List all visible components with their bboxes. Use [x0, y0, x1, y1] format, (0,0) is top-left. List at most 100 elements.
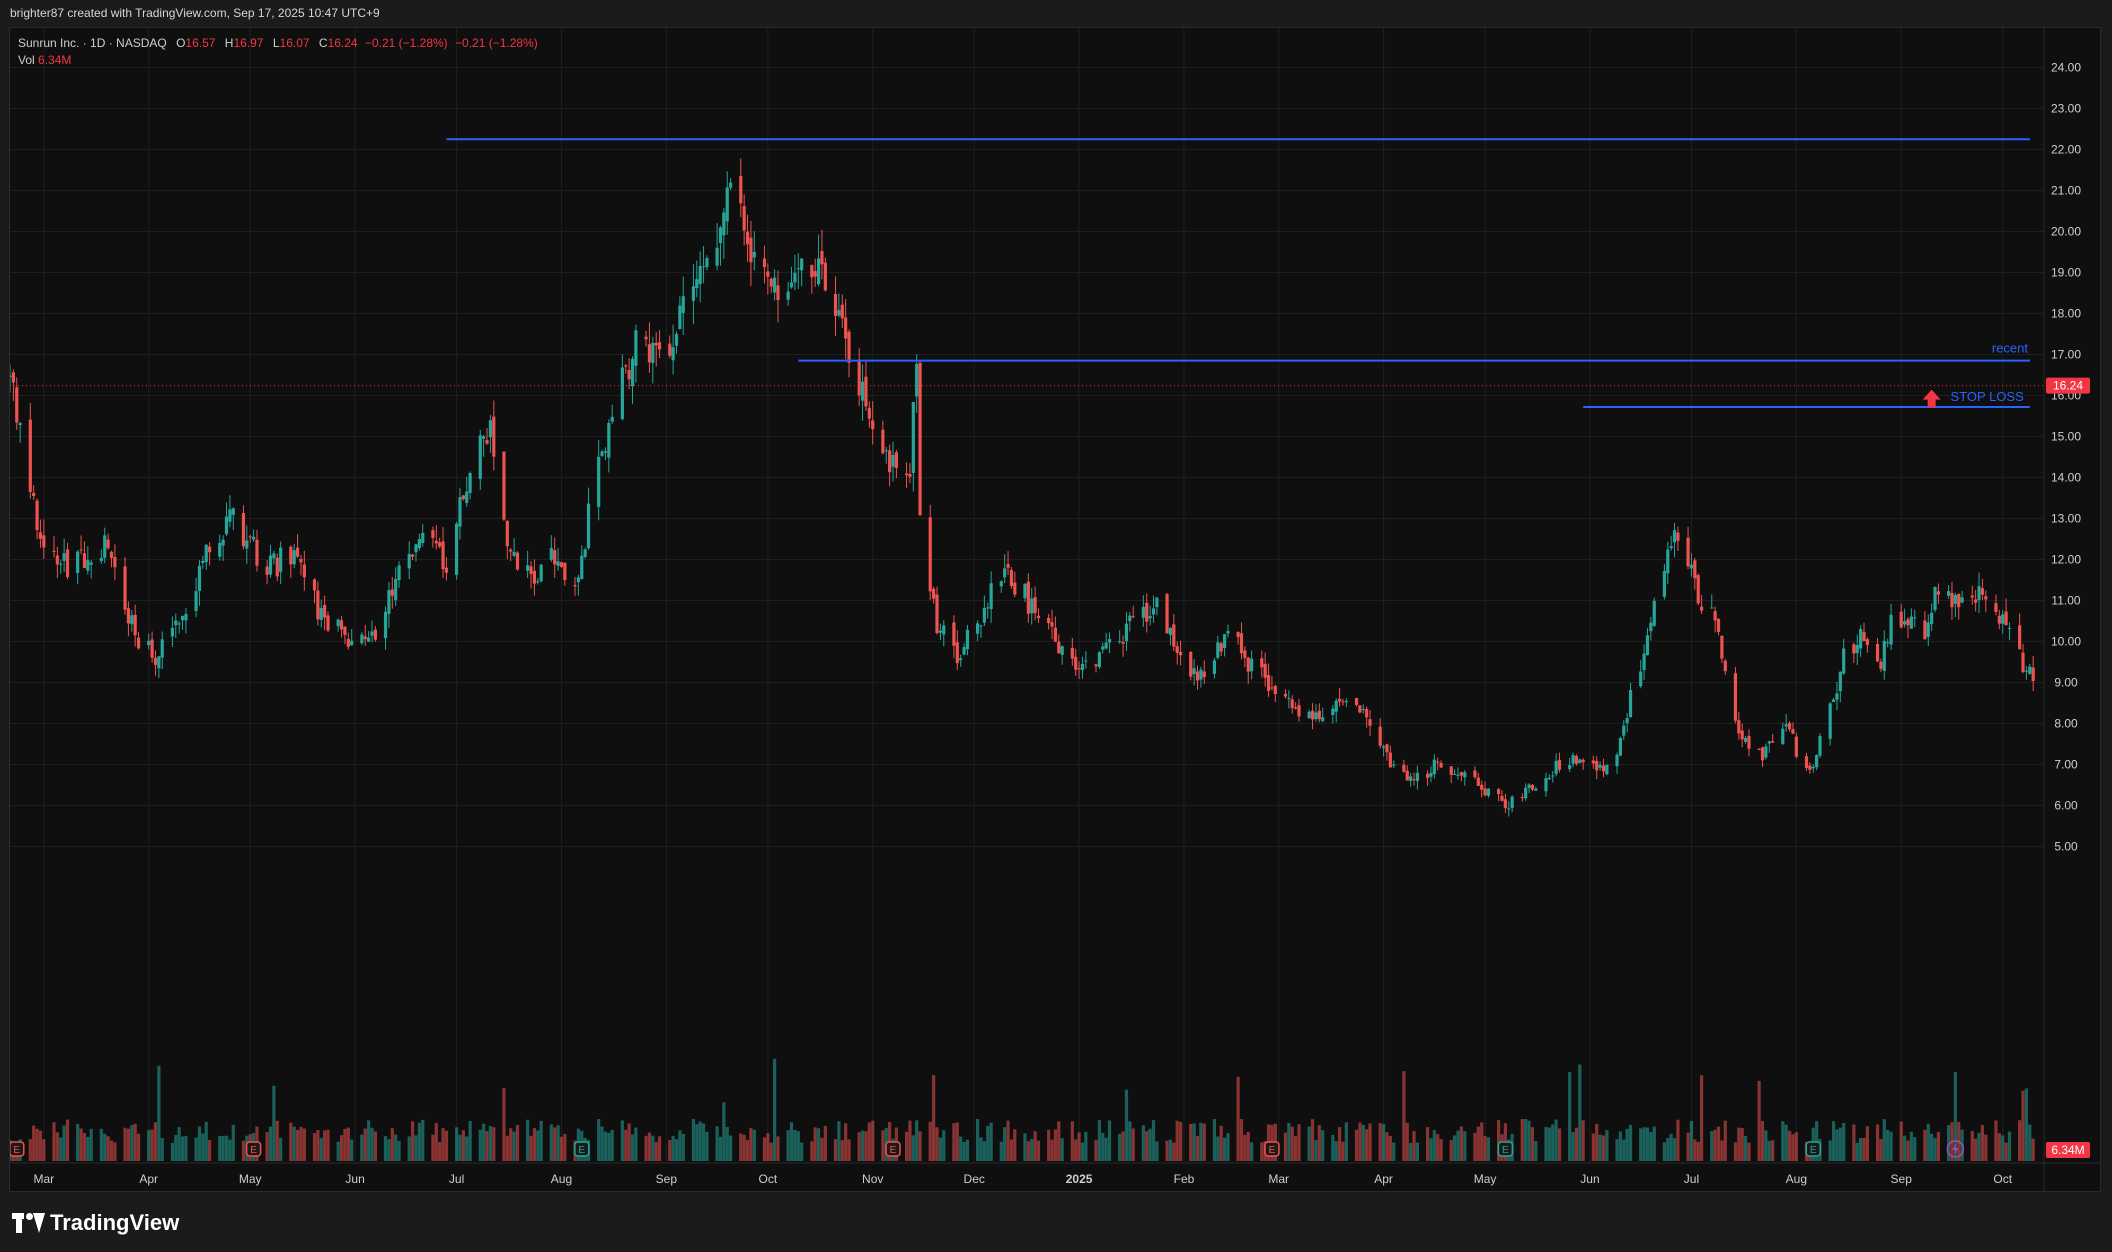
x-tick-label: Dec	[964, 1172, 985, 1186]
volume-bar	[28, 1139, 32, 1161]
volume-bar	[55, 1132, 59, 1161]
candle-body	[1365, 708, 1369, 718]
ohlc-row: Sunrun Inc. · 1D · NASDAQ O16.57 H16.97 …	[18, 35, 538, 52]
candle-body	[1148, 616, 1152, 619]
candle-body	[1581, 759, 1585, 763]
volume-bar	[1290, 1126, 1294, 1161]
price-chart[interactable]: 5.00 6.00 7.00 8.00 9.00 10.00 11.00 12.00 13.00…	[10, 28, 2101, 1192]
volume-bar	[742, 1134, 746, 1161]
candle-body	[251, 536, 256, 540]
volume-bar	[62, 1125, 66, 1161]
volume-bar	[272, 1085, 276, 1161]
volume-bar	[1165, 1140, 1169, 1161]
candle-body	[444, 567, 449, 573]
candle-body	[387, 590, 391, 614]
candle-body	[1172, 624, 1176, 647]
volume-bar	[1930, 1133, 1934, 1161]
candle-body	[1547, 777, 1551, 780]
lightning-glyph-icon	[1952, 1143, 1959, 1155]
candle-body	[1913, 617, 1917, 619]
candle-body	[1094, 664, 1098, 667]
vol-label[interactable]: Vol	[18, 53, 35, 67]
volume-bar	[773, 1058, 777, 1161]
candle-body	[1835, 693, 1839, 700]
candle-body	[204, 544, 208, 563]
candle-body	[383, 611, 388, 639]
candle-body	[1994, 603, 1998, 612]
volume-bar	[1483, 1135, 1487, 1161]
candle-body	[1436, 761, 1440, 763]
volume-bar	[42, 1139, 46, 1161]
volume-bar	[1341, 1141, 1345, 1161]
volume-bar	[1456, 1130, 1460, 1161]
candle-body	[1787, 722, 1792, 730]
candle-body	[1219, 643, 1223, 652]
candle-body	[1070, 647, 1074, 659]
volume-bar	[793, 1129, 797, 1161]
candle-body	[218, 542, 222, 557]
earnings-icon	[245, 1141, 262, 1157]
volume-bar	[1128, 1121, 1132, 1161]
tradingview-logo[interactable]: TradingView	[12, 1210, 179, 1236]
volume-bar	[1720, 1140, 1724, 1161]
candle-body	[1672, 530, 1677, 543]
volume-bar	[620, 1120, 624, 1161]
volume-bar	[1578, 1064, 1582, 1161]
candle-body	[1415, 772, 1420, 782]
volume-bar	[695, 1124, 699, 1161]
candle-body	[1239, 633, 1244, 654]
lightning-event-icon	[1946, 1140, 1965, 1158]
volume-bar	[1666, 1137, 1670, 1161]
candle-body	[52, 550, 56, 552]
volume-bar	[197, 1126, 202, 1161]
candle-body	[1713, 611, 1717, 621]
candle-body	[160, 639, 164, 658]
candle-body	[671, 347, 675, 361]
y-tick-label: 22.00	[2051, 143, 2081, 157]
volume-bar	[1574, 1127, 1579, 1161]
candle-body	[89, 562, 93, 565]
candle-body	[813, 271, 817, 277]
candle-body	[2004, 611, 2008, 626]
candle-body	[678, 305, 682, 330]
volume-bar	[343, 1128, 347, 1161]
chart-pane[interactable]: 5.00 6.00 7.00 8.00 9.00 10.00 11.00 12.00 13.00…	[9, 27, 2101, 1192]
y-tick-label: 11.00	[2051, 594, 2080, 608]
candle-body	[1527, 784, 1531, 788]
candle-body	[1216, 642, 1220, 658]
candle-body	[275, 557, 279, 577]
candle-body	[776, 285, 780, 301]
volume-bar	[857, 1132, 861, 1161]
volume-bar	[630, 1134, 635, 1161]
candle-body	[1804, 756, 1809, 769]
candle-body	[65, 549, 70, 577]
candle-body	[86, 560, 90, 571]
candle-body	[938, 630, 942, 633]
candle-body	[1649, 622, 1653, 632]
volume-bar	[610, 1129, 614, 1161]
candle-body	[1057, 641, 1061, 654]
candle-body	[1297, 705, 1301, 717]
volume-bar	[1855, 1142, 1859, 1161]
volume-bar	[1913, 1137, 1917, 1161]
candle-body	[1984, 596, 1988, 600]
volume-bar	[2018, 1120, 2022, 1161]
candle-body	[1283, 693, 1288, 697]
candle-body	[789, 282, 794, 288]
volume-bar	[319, 1137, 323, 1161]
candle-body	[718, 227, 723, 244]
volume-bar	[1652, 1126, 1656, 1161]
candle-body	[1700, 606, 1704, 611]
volume-bar	[1013, 1129, 1017, 1161]
candle-body	[864, 376, 868, 407]
volume-bar	[1368, 1123, 1372, 1161]
candle-body	[1571, 755, 1575, 764]
candle-body	[603, 451, 608, 453]
candle-body	[1865, 639, 1869, 646]
symbol-label[interactable]: Sunrun Inc. · 1D · NASDAQ	[18, 36, 167, 50]
candle-body	[1378, 726, 1382, 746]
candle-body	[1381, 746, 1386, 748]
volume-bar	[1047, 1129, 1051, 1161]
candle-body	[113, 556, 117, 568]
candle-body	[1432, 759, 1436, 775]
